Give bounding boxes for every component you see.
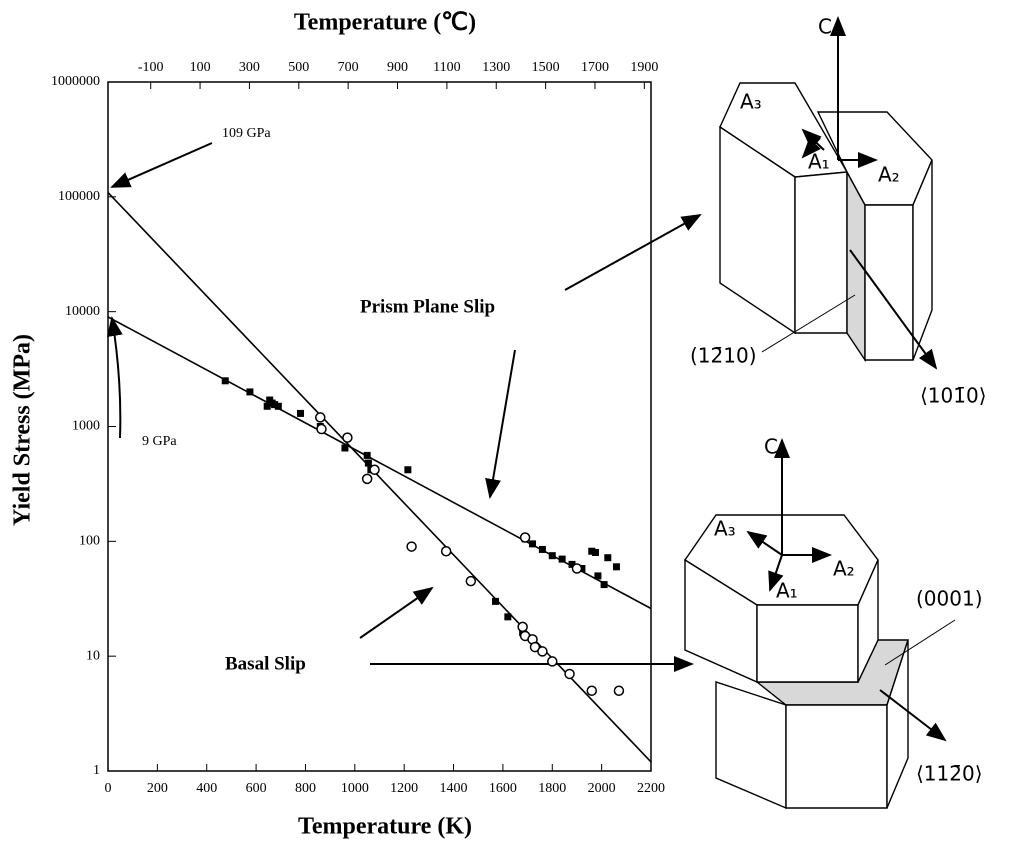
x-tick-label: 800: [295, 781, 316, 796]
circle-point: [519, 532, 531, 543]
circle-point: [465, 575, 477, 587]
square-point: [504, 613, 512, 621]
x-axis-title: Temperature (K): [298, 814, 472, 840]
square-point: [263, 402, 271, 410]
y-tick-label: 100000: [58, 189, 100, 204]
square-point: [274, 402, 282, 410]
square-point: [341, 444, 349, 452]
basal-diagram: C A₃ A₁ A₂ (0001) ⟨112̄0⟩: [684, 435, 983, 810]
arrow: [485, 349, 516, 499]
diagram-label: A₃: [714, 517, 736, 541]
diagram-label: A₁: [808, 150, 830, 174]
square-point: [588, 547, 596, 555]
square-point: [612, 563, 620, 571]
square-point: [558, 555, 566, 563]
y-tick-label: 100: [79, 534, 100, 549]
square-point: [529, 540, 537, 548]
square-point: [538, 545, 546, 553]
y-tick-label: 1: [93, 763, 100, 778]
circle-point: [315, 412, 326, 423]
diagram-label: A₂: [878, 163, 900, 187]
x2-tick-label: 1700: [581, 60, 609, 75]
x-tick-label: 0: [105, 781, 112, 796]
diagram-label: (0001): [916, 587, 983, 611]
diagram-label: A₁: [776, 579, 798, 603]
diagram-label: C: [764, 435, 778, 459]
square-point: [271, 401, 279, 409]
top-axis-title: Temperature (℃): [294, 10, 476, 36]
square-point: [297, 409, 305, 417]
x-tick-label: 2000: [588, 781, 616, 796]
y-tick-label: 1000000: [51, 74, 100, 89]
circle-point: [316, 423, 327, 435]
x-tick-label: 1600: [489, 781, 517, 796]
x-tick-label: 2200: [637, 781, 665, 796]
annotation: 109 GPa: [222, 126, 271, 141]
circle-point: [517, 621, 528, 633]
arrow: [106, 316, 123, 439]
circle-point: [440, 545, 452, 557]
diagram-label: ⟨112̄0⟩: [916, 762, 983, 786]
circle-point: [537, 646, 548, 657]
circle-point: [361, 473, 373, 485]
diagram-label: A₃: [740, 90, 762, 114]
square-point: [404, 466, 412, 474]
x-tick-label: 400: [196, 781, 217, 796]
x2-tick-label: 1100: [433, 60, 460, 75]
x2-tick-label: 700: [338, 60, 359, 75]
x2-tick-label: 1500: [532, 60, 560, 75]
square-point: [568, 560, 576, 568]
x2-tick-label: 1900: [630, 60, 658, 75]
x-tick-label: 1800: [538, 781, 566, 796]
x-tick-label: 1000: [341, 781, 369, 796]
x-tick-label: 600: [246, 781, 267, 796]
arrow: [110, 142, 213, 188]
circle-point: [369, 464, 380, 476]
arrow: [359, 586, 434, 639]
circle-point: [571, 563, 583, 574]
fit-line: [107, 191, 652, 763]
y-axis-title: Yield Stress (MPa): [10, 334, 36, 526]
prism-diagram: C A₃ A₁ A₂ (12̄10) ⟨101̄0⟩: [690, 15, 987, 408]
diagram-label: ⟨101̄0⟩: [920, 384, 987, 408]
circle-point: [342, 432, 353, 443]
diagram-label: C: [818, 15, 832, 39]
square-point: [548, 552, 556, 560]
square-point: [363, 451, 371, 459]
x-tick-label: 1400: [440, 781, 468, 796]
square-point: [594, 572, 602, 580]
y-tick-label: 1000: [72, 419, 100, 434]
plot-frame: [107, 81, 652, 772]
circle-point: [406, 541, 417, 552]
x2-tick-label: 900: [387, 60, 408, 75]
x-tick-label: 1200: [390, 781, 418, 796]
square-point: [604, 554, 612, 562]
x-tick-label: 200: [147, 781, 168, 796]
square-point: [364, 459, 372, 467]
arrow: [564, 214, 702, 291]
x2-tick-label: 300: [239, 60, 260, 75]
circle-point: [547, 656, 558, 667]
annotation: Prism Plane Slip: [360, 296, 495, 317]
circle-point: [586, 685, 598, 696]
diagram-label: (12̄10): [690, 344, 757, 368]
square-point: [492, 597, 500, 605]
circle-point: [613, 685, 625, 696]
x2-tick-label: 100: [190, 60, 211, 75]
diagram-label: A₂: [833, 557, 855, 581]
square-point: [246, 388, 254, 396]
annotation: Basal Slip: [225, 653, 306, 674]
x2-tick-label: 500: [288, 60, 309, 75]
square-point: [221, 377, 229, 385]
x2-tick-label: -100: [138, 60, 164, 75]
y-tick-label: 10000: [65, 304, 100, 319]
annotation: 9 GPa: [142, 434, 177, 449]
circle-point: [564, 668, 575, 680]
y-tick-label: 10: [86, 648, 100, 663]
x2-tick-label: 1300: [482, 60, 510, 75]
square-point: [591, 548, 599, 556]
square-point: [600, 581, 608, 589]
